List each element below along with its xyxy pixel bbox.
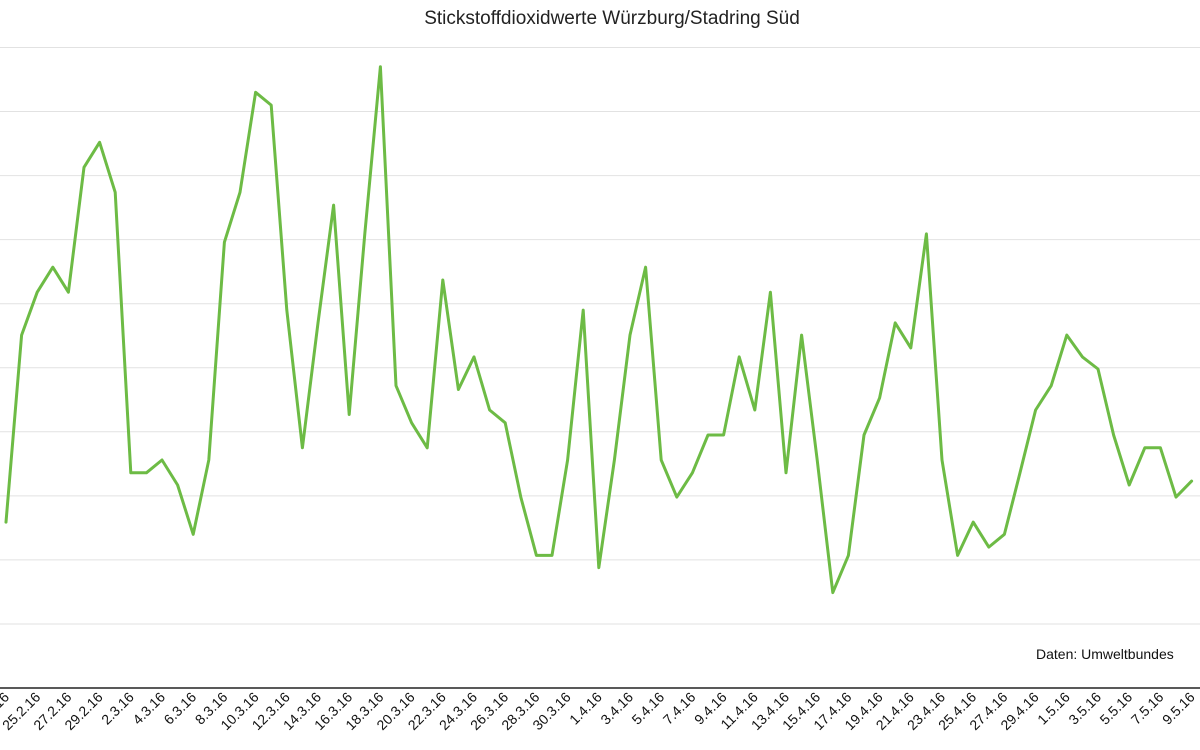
x-tick-labels: 23.2.1625.2.1627.2.1629.2.162.3.164.3.16… <box>0 689 1198 733</box>
x-tick-label: 7.5.16 <box>1128 689 1167 728</box>
x-tick-label: 9.5.16 <box>1159 689 1198 728</box>
x-tick-label: 3.5.16 <box>1065 689 1104 728</box>
gridlines <box>0 47 1200 625</box>
x-tick-label: 5.4.16 <box>628 689 667 728</box>
source-note: Daten: Umweltbundes <box>1036 646 1174 662</box>
x-tick-label: 2.3.16 <box>98 689 137 728</box>
chart-title: Stickstoffdioxidwerte Würzburg/Stadring … <box>424 8 800 29</box>
x-tick-label: 6.3.16 <box>160 689 199 728</box>
x-tick-label: 1.4.16 <box>566 689 605 728</box>
series-line <box>4 65 1194 595</box>
x-tick-label: 7.4.16 <box>660 689 699 728</box>
x-tick-label: 3.4.16 <box>597 689 636 728</box>
series-layer <box>4 65 1194 595</box>
x-tick-label: 5.5.16 <box>1096 689 1135 728</box>
x-tick-label: 1.5.16 <box>1034 689 1073 728</box>
x-tick-label: 4.3.16 <box>129 689 168 728</box>
